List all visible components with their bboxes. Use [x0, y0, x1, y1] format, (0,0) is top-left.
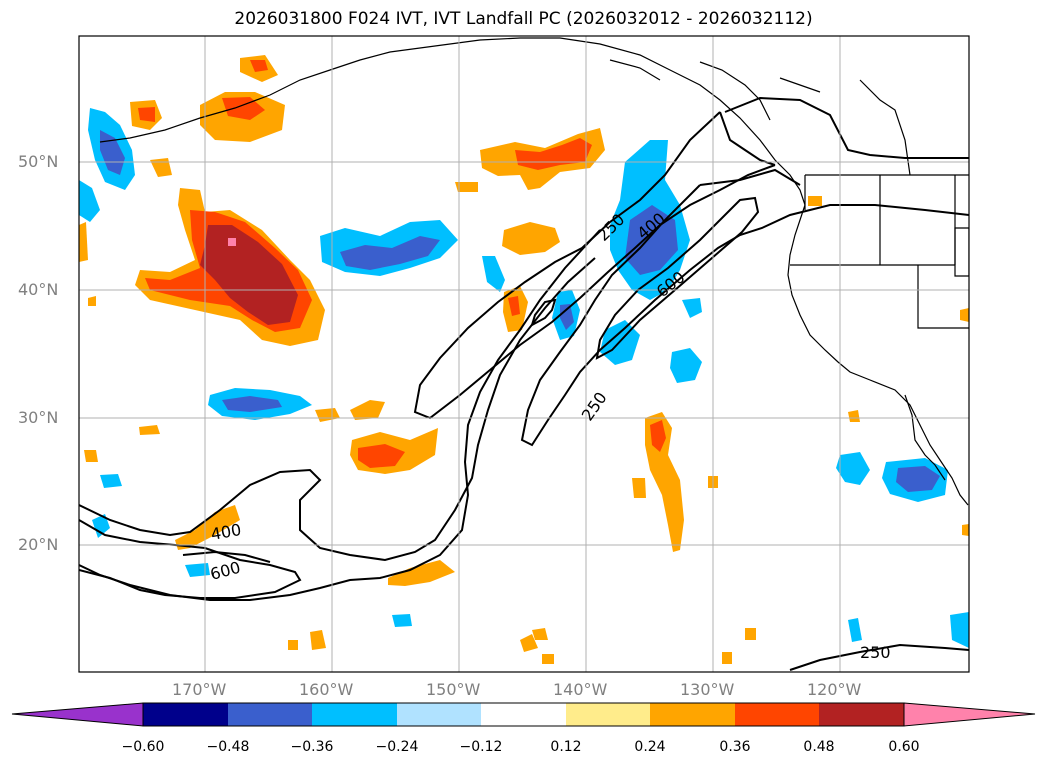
colorbar-tick: 0.60 — [888, 739, 920, 755]
lat-label: 50°N — [18, 152, 59, 171]
positive-anomalies — [79, 55, 969, 664]
lon-label: 120°W — [807, 680, 862, 699]
colorbar-tick: 0.24 — [634, 739, 666, 755]
lat-label: 30°N — [18, 408, 59, 427]
colorbar-swatch — [228, 703, 312, 726]
colorbar-swatch — [143, 703, 228, 726]
map-layers — [79, 36, 969, 672]
lat-label: 20°N — [18, 535, 59, 554]
colorbar-tick: −0.36 — [290, 739, 334, 755]
colorbar — [11, 702, 1036, 727]
colorbar-extend-high — [903, 702, 1036, 727]
contour-label: 400 — [209, 520, 242, 544]
lon-label: 140°W — [553, 680, 608, 699]
map-frame — [78, 35, 970, 673]
colorbar-tick: 0.36 — [719, 739, 751, 755]
contour-label: 250 — [578, 388, 611, 424]
contour-label: 250 — [860, 643, 891, 662]
colorbar-swatch — [819, 703, 904, 726]
ivt-contours — [79, 96, 969, 671]
colorbar-extend-low — [11, 702, 144, 727]
map-title: 2026031800 F024 IVT, IVT Landfall PC (20… — [234, 9, 813, 29]
contour-label: 600 — [208, 558, 242, 584]
colorbar-tick: 0.48 — [803, 739, 835, 755]
lat-label: 40°N — [18, 280, 59, 299]
colorbar-swatch — [650, 703, 735, 726]
lon-label: 130°W — [680, 680, 735, 699]
colorbar-tick: −0.24 — [375, 739, 419, 755]
colorbar-swatch — [397, 703, 481, 726]
colorbar-tick: −0.60 — [121, 739, 165, 755]
colorbar-swatch — [735, 703, 819, 726]
colorbar-frame — [142, 702, 905, 727]
coastlines — [99, 37, 969, 506]
colorbar-swatch — [566, 703, 650, 726]
lon-label: 170°W — [172, 680, 227, 699]
lon-label: 160°W — [299, 680, 354, 699]
colorbar-tick: 0.12 — [550, 739, 582, 755]
colorbar-tick: −0.48 — [206, 739, 250, 755]
colorbar-swatch — [481, 703, 566, 726]
colorbar-tick: −0.12 — [459, 739, 503, 755]
colorbar-swatch — [312, 703, 397, 726]
graticule — [79, 36, 969, 672]
lon-label: 150°W — [426, 680, 481, 699]
